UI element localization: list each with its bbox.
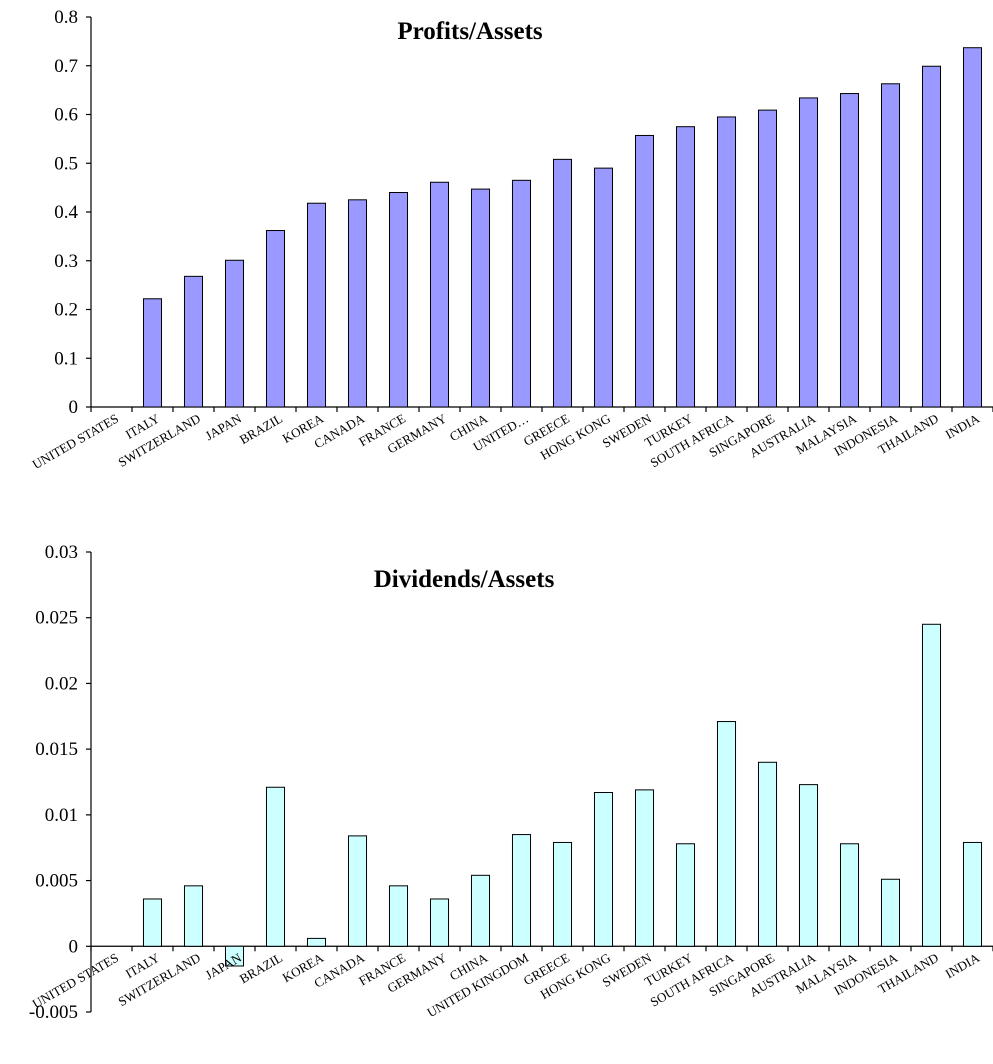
bar-turkey: [675, 843, 696, 947]
y-tick-label: -0.005: [29, 1002, 78, 1023]
x-tick-label: BRAZIL: [237, 411, 285, 447]
bar-italy: [142, 898, 163, 947]
bar-sweden: [634, 134, 655, 408]
y-tick-label: 0.2: [54, 300, 78, 321]
bar-italy: [142, 298, 163, 408]
chart-2: Dividends/Assets -0.005 0 0.005 0.01 0.015 0.0…: [29, 542, 993, 1023]
x-tick-label: INDIA: [943, 950, 983, 982]
chart-title: Dividends/Assets: [374, 566, 555, 593]
bar-turkey: [675, 126, 696, 408]
bar-singapore: [757, 109, 778, 408]
bar-indonesia: [880, 878, 901, 947]
bar-malaysia: [839, 843, 860, 947]
bar-japan: [224, 259, 245, 408]
bar-singapore: [757, 761, 778, 947]
chart-title: Profits/Assets: [397, 18, 543, 45]
bar-united-: [511, 179, 532, 408]
y-tick-label: 0.025: [35, 608, 78, 629]
bar-south-africa: [716, 721, 737, 947]
bar-hong-kong: [593, 167, 614, 408]
y-tick-label: 0.5: [54, 153, 78, 174]
y-tick-label: 0.3: [54, 251, 78, 272]
y-tick-label: 0.01: [45, 805, 78, 826]
y-tick-label: 0.015: [35, 739, 78, 760]
x-tick-label: UNITED STATES: [30, 411, 121, 472]
bar-thailand: [921, 65, 942, 408]
bar-indonesia: [880, 83, 901, 408]
y-tick-label: 0.005: [35, 871, 78, 892]
y-tick-label: 0.4: [54, 202, 78, 223]
bar-germany: [429, 898, 450, 947]
y-tick-label: 0.7: [54, 56, 78, 77]
bar-united-kingdom: [511, 834, 532, 947]
y-tick-label: 0.02: [45, 673, 78, 694]
y-tick-label: 0.03: [45, 542, 78, 563]
bar-malaysia: [839, 93, 860, 408]
bar-japan: [224, 945, 245, 967]
y-tick-label: 0.6: [54, 105, 78, 126]
bar-france: [388, 885, 409, 947]
y-tick-label: 0: [69, 936, 79, 957]
bar-switzerland: [183, 275, 204, 408]
bar-korea: [306, 202, 327, 408]
chart-1: Profits/Assets 0 0.1 0.2 0.3 0.4 0.5 0.6 0.7 0.8 U…: [30, 7, 993, 472]
y-tick-label: 0.8: [54, 7, 78, 28]
bar-germany: [429, 181, 450, 408]
bar-china: [470, 188, 491, 408]
bar-china: [470, 874, 491, 947]
bar-switzerland: [183, 885, 204, 947]
bar-india: [962, 47, 983, 408]
bar-australia: [798, 97, 819, 408]
bar-greece: [552, 158, 573, 408]
bar-australia: [798, 784, 819, 947]
x-tick-label: INDIA: [943, 410, 983, 442]
bar-sweden: [634, 789, 655, 947]
x-tick-label: BRAZIL: [237, 950, 285, 986]
bar-canada: [347, 835, 368, 947]
bar-korea: [306, 937, 327, 947]
bar-brazil: [265, 786, 286, 947]
bar-thailand: [921, 623, 942, 947]
bar-brazil: [265, 230, 286, 408]
bar-south-africa: [716, 116, 737, 408]
bar-canada: [347, 199, 368, 408]
bar-hong-kong: [593, 792, 614, 947]
bar-greece: [552, 841, 573, 947]
y-tick-label: 0: [69, 397, 79, 418]
y-tick-label: 0.1: [54, 348, 78, 369]
bar-india: [962, 841, 983, 947]
bar-france: [388, 192, 409, 408]
